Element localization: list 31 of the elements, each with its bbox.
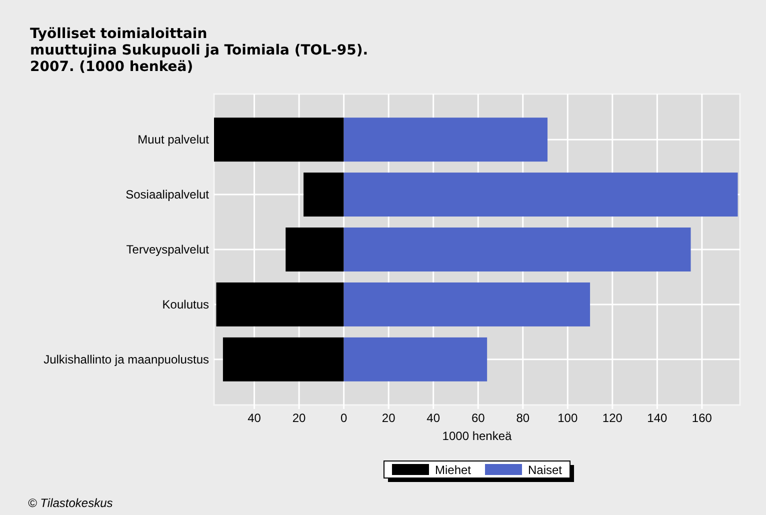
x-tick-label: 40	[426, 411, 440, 425]
chart-title: Työlliset toimialoittain muuttujina Sukupuoli ja Toimiala (TOL-95). 2007. (1000 henkeä)	[30, 26, 368, 75]
legend-label: Miehet	[434, 463, 472, 477]
x-tick-label: 20	[382, 411, 396, 425]
x-tick-label: 100	[558, 411, 578, 425]
y-tick-label: Julkishallinto ja maanpuolustus	[44, 352, 209, 366]
x-tick-label: 60	[471, 411, 486, 425]
x-tick-label: 0	[340, 411, 348, 425]
bar	[214, 118, 344, 162]
x-tick-label: 120	[602, 411, 623, 425]
y-tick-label: Muut palvelut	[138, 132, 210, 147]
bar	[344, 172, 738, 217]
bar	[344, 228, 691, 272]
y-tick-label: Terveyspalvelut	[126, 242, 210, 256]
bar	[286, 228, 344, 272]
x-tick-label: 40	[248, 411, 262, 425]
x-tick-label: 80	[516, 411, 530, 425]
x-tick-label: 140	[647, 411, 668, 425]
bar	[344, 337, 488, 382]
x-tick-label: 160	[692, 411, 712, 425]
bar	[304, 172, 344, 217]
bar	[344, 118, 548, 162]
x-tick-label: 20	[292, 411, 306, 425]
bar	[222, 337, 344, 382]
y-tick-label: Sosiaalipalvelut	[126, 188, 210, 202]
bar	[216, 282, 344, 326]
bar	[344, 282, 590, 326]
x-axis-title: 1000 henkeä	[442, 429, 512, 443]
legend-label: Naiset	[528, 463, 563, 477]
text: © Tilastokeskus	[28, 496, 113, 510]
y-tick-label: Koulutus	[162, 297, 209, 312]
